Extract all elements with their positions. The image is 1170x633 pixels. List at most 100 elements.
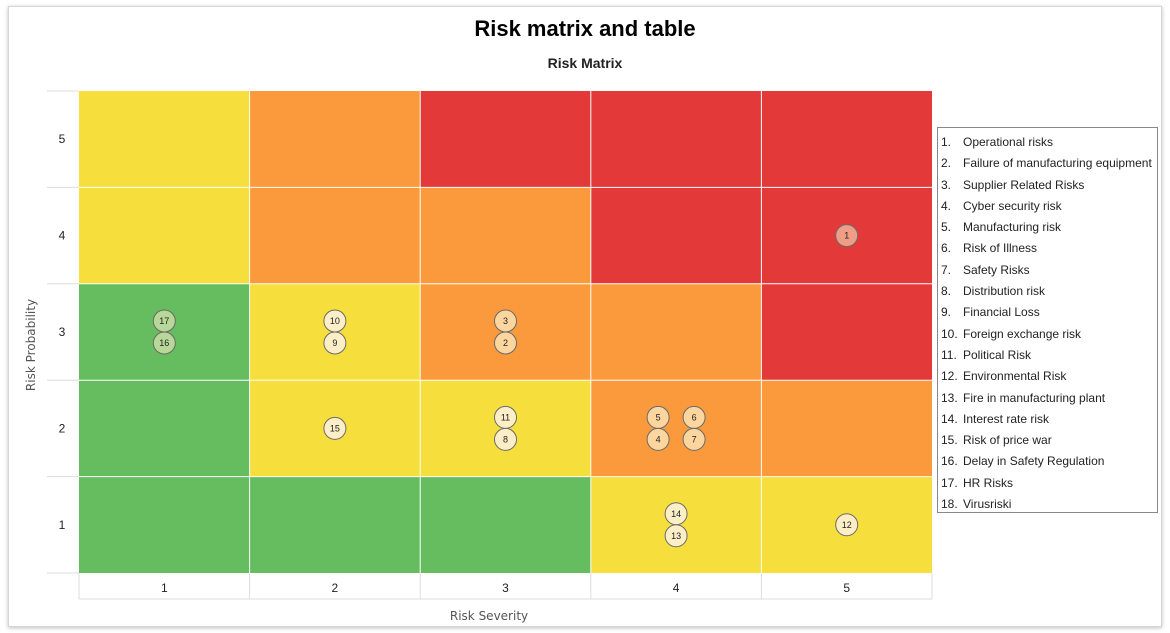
risk-marker-circle xyxy=(323,416,347,440)
risk-marker-12[interactable]: 12 xyxy=(835,513,859,537)
risk-marker-label: 6 xyxy=(692,412,697,422)
matrix-gridlines xyxy=(79,91,932,573)
matrix-cell-s1-p5 xyxy=(79,91,250,188)
legend-item-name: Operational risks xyxy=(963,135,1054,149)
risk-marker-10[interactable]: 10 xyxy=(323,309,347,333)
matrix-cell-s4-p5 xyxy=(590,91,762,188)
matrix-cell-s1-p2 xyxy=(79,380,250,477)
risk-marker-circle xyxy=(835,224,859,248)
legend-item-3: 3. Supplier Related Risks xyxy=(941,175,1157,196)
risk-marker-14[interactable]: 14 xyxy=(664,502,688,526)
legend-item-number: 5. xyxy=(941,220,952,235)
legend-item-18: 18. Virusriski xyxy=(941,494,1157,515)
matrix-cell-s2-p4 xyxy=(249,187,421,284)
risk-marker-13[interactable]: 13 xyxy=(664,524,688,548)
risk-marker-label: 4 xyxy=(656,434,661,444)
legend-item-name: Safety Risks xyxy=(963,262,1030,277)
risk-marker-11[interactable]: 11 xyxy=(494,405,517,429)
legend-item-12: 12. Environmental Risk xyxy=(941,366,1157,387)
risk-marker-1[interactable]: 1 xyxy=(835,224,859,248)
legend-item-5: 5. Manufacturing risk xyxy=(941,217,1157,238)
risk-marker-label: 14 xyxy=(671,509,681,519)
legend-item-15: 15. Risk of price war xyxy=(941,430,1157,451)
risk-marker-16[interactable]: 16 xyxy=(152,331,176,355)
legend-item-name: Cyber security risk xyxy=(963,198,1062,213)
legend-item-7: 7. Safety Risks xyxy=(941,260,1157,281)
risk-marker-3[interactable]: 3 xyxy=(494,309,517,333)
risk-marker-label: 12 xyxy=(842,520,852,530)
matrix-cell-s5-p2 xyxy=(761,380,932,477)
y-tick-label: 4 xyxy=(59,229,66,243)
legend-item-name: Political Risk xyxy=(963,347,1032,362)
risk-marker-circle xyxy=(152,331,176,355)
risk-marker-circle xyxy=(664,524,688,548)
legend-item-number: 14. xyxy=(941,411,958,426)
risk-marker-15[interactable]: 15 xyxy=(323,416,347,440)
legend-item-name: Risk of Illness xyxy=(963,241,1038,256)
legend-item-name: Virusriski xyxy=(963,497,1012,512)
risk-marker-8[interactable]: 8 xyxy=(494,427,517,451)
x-tick-label: 3 xyxy=(502,581,509,595)
matrix-cell-s3-p1 xyxy=(420,476,591,573)
legend-item-number: 9. xyxy=(941,305,952,320)
legend-item-number: 8. xyxy=(941,284,952,299)
legend-item-10: 10. Foreign exchange risk xyxy=(941,324,1157,345)
matrix-cell-s3-p4 xyxy=(420,187,591,284)
matrix-cell-s5-p5 xyxy=(761,91,932,188)
matrix-cell-s1-p1 xyxy=(79,476,250,573)
legend-item-1: 1. Operational risks xyxy=(941,132,1157,153)
legend-item-16: 16. Delay in Safety Regulation xyxy=(941,451,1157,472)
risk-marker-circle xyxy=(646,427,670,451)
legend-item-number: 10. xyxy=(941,326,958,341)
risk-marker-label: 3 xyxy=(503,316,508,326)
matrix-cell-s4-p4 xyxy=(590,187,762,284)
risk-marker-label: 11 xyxy=(501,412,510,422)
legend-item-number: 18. xyxy=(941,497,958,512)
risk-marker-4[interactable]: 4 xyxy=(646,427,670,451)
legend-item-number: 11. xyxy=(941,347,957,362)
legend-item-number: 6. xyxy=(941,241,952,256)
risk-marker-2[interactable]: 2 xyxy=(494,331,517,355)
legend-item-number: 16. xyxy=(941,454,958,469)
risk-markers: 1 17 16 10 9 3 2 15 11 8 5 4 6 7 14 13 12 xyxy=(152,224,859,548)
y-tick-label: 1 xyxy=(59,518,66,532)
risk-marker-label: 5 xyxy=(656,412,661,422)
legend-item-name: Fire in manufacturing plant xyxy=(963,390,1106,405)
risk-marker-9[interactable]: 9 xyxy=(323,331,347,355)
chart-subtitle: Risk Matrix xyxy=(547,55,623,71)
risk-marker-7[interactable]: 7 xyxy=(682,427,706,451)
legend-item-name: HR Risks xyxy=(963,475,1013,490)
risk-marker-circle xyxy=(494,331,517,355)
risk-marker-label: 8 xyxy=(503,434,508,444)
y-axis-label: Risk Probability xyxy=(24,299,38,391)
legend-item-9: 9. Financial Loss xyxy=(941,302,1157,323)
risk-marker-circle xyxy=(494,427,517,451)
legend-item-number: 15. xyxy=(941,433,958,448)
risk-marker-label: 2 xyxy=(503,338,508,348)
risk-marker-label: 15 xyxy=(330,423,340,433)
legend-item-number: 12. xyxy=(941,369,958,384)
matrix-cell-s4-p2 xyxy=(590,380,762,477)
x-tick-label: 1 xyxy=(161,581,168,595)
risk-marker-6[interactable]: 6 xyxy=(682,405,706,429)
y-tick-label: 2 xyxy=(59,421,66,435)
legend-item-name: Interest rate risk xyxy=(963,411,1050,426)
risk-marker-label: 13 xyxy=(671,531,681,541)
legend-item-number: 13. xyxy=(941,390,958,405)
matrix-cell-s5-p3 xyxy=(761,283,932,381)
legend-item-number: 1. xyxy=(941,135,952,149)
risk-marker-17[interactable]: 17 xyxy=(152,309,176,333)
y-tick-label: 3 xyxy=(59,325,66,339)
risk-marker-label: 16 xyxy=(159,338,169,348)
legend-item-4: 4. Cyber security risk xyxy=(941,196,1157,217)
legend-item-number: 3. xyxy=(941,177,952,192)
y-tick-label: 5 xyxy=(59,132,66,146)
risk-marker-label: 1 xyxy=(844,231,849,241)
risk-marker-circle xyxy=(682,427,706,451)
risk-marker-circle xyxy=(835,513,859,537)
risk-marker-5[interactable]: 5 xyxy=(646,405,670,429)
legend-item-number: 4. xyxy=(941,198,952,213)
x-tick-label: 4 xyxy=(673,581,680,595)
